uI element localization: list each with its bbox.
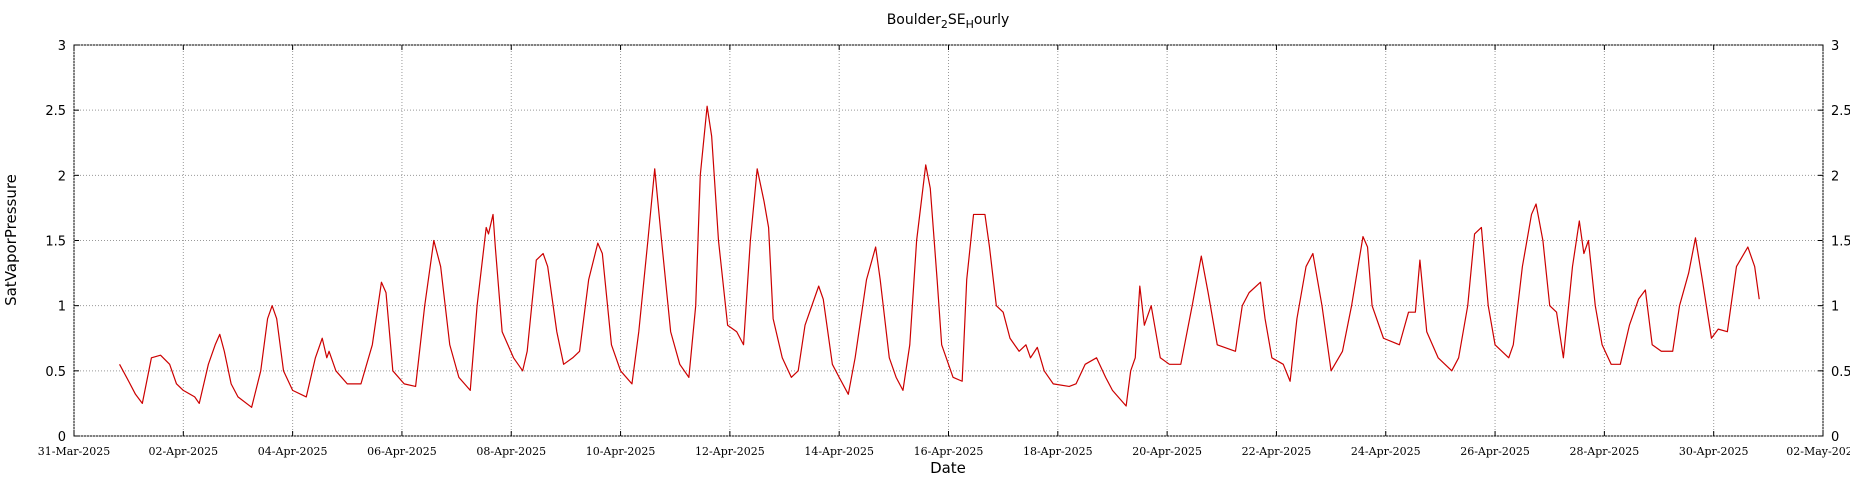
y-tick-label: 1	[58, 300, 66, 315]
y-axis-label: SatVaporPressure	[2, 174, 20, 306]
title-part: SE	[948, 12, 966, 28]
y-tick-label-right: 3	[1831, 39, 1839, 54]
x-tick-label: 02-May-2025	[1786, 445, 1850, 458]
x-tick-label: 10-Apr-2025	[586, 445, 656, 458]
y-tick-label-right: 0	[1831, 430, 1839, 445]
x-tick-label: 18-Apr-2025	[1023, 445, 1093, 458]
x-tick-label: 20-Apr-2025	[1132, 445, 1202, 458]
y-tick-label: 3	[58, 39, 66, 54]
x-tick-label: 12-Apr-2025	[695, 445, 765, 458]
x-tick-label: 14-Apr-2025	[804, 445, 874, 458]
chart-title: Boulder2SEHourly	[887, 12, 1010, 31]
x-tick-label: 22-Apr-2025	[1242, 445, 1312, 458]
title-part: Boulder	[887, 12, 941, 28]
x-tick-label: 02-Apr-2025	[148, 445, 218, 458]
x-tick-label: 30-Apr-2025	[1679, 445, 1749, 458]
y-tick-label: 0.5	[45, 365, 66, 380]
x-tick-label: 06-Apr-2025	[367, 445, 437, 458]
title-subscript: 2	[941, 18, 948, 31]
y-tick-label-right: 1.5	[1831, 235, 1850, 250]
x-tick-label: 26-Apr-2025	[1460, 445, 1530, 458]
y-tick-label-right: 2	[1831, 169, 1839, 184]
x-tick-label: 08-Apr-2025	[476, 445, 546, 458]
y-tick-label: 0	[58, 430, 66, 445]
y-tick-label: 2	[58, 169, 66, 184]
y-tick-label-right: 2.5	[1831, 104, 1850, 119]
y-tick-label: 1.5	[45, 235, 66, 250]
x-tick-label: 28-Apr-2025	[1570, 445, 1640, 458]
y-tick-label: 2.5	[45, 104, 66, 119]
x-tick-label: 16-Apr-2025	[914, 445, 984, 458]
title-subscript: H	[966, 18, 974, 31]
y-tick-label-right: 1	[1831, 300, 1839, 315]
data-line	[119, 105, 1760, 408]
x-tick-label: 24-Apr-2025	[1351, 445, 1421, 458]
y-tick-label-right: 0.5	[1831, 365, 1850, 380]
title-part: ourly	[974, 12, 1009, 28]
x-tick-label: 31-Mar-2025	[38, 445, 111, 458]
x-tick-label: 04-Apr-2025	[258, 445, 328, 458]
x-axis-label: Date	[930, 459, 966, 477]
